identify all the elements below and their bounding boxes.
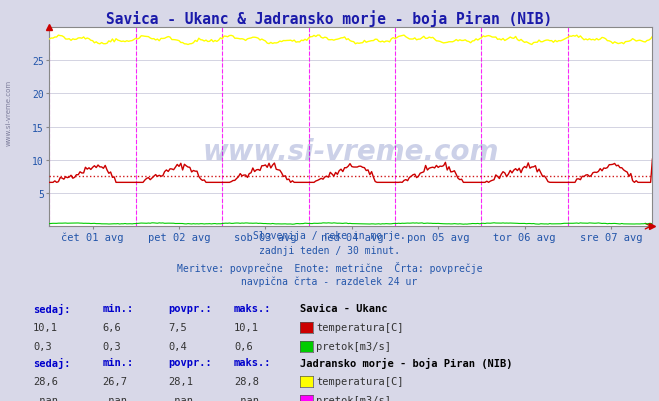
Text: maks.:: maks.: [234, 303, 272, 313]
Text: -nan: -nan [168, 395, 193, 401]
Text: 0,3: 0,3 [102, 341, 121, 351]
Text: zadnji teden / 30 minut.: zadnji teden / 30 minut. [259, 246, 400, 256]
Text: Jadransko morje - boja Piran (NIB): Jadransko morje - boja Piran (NIB) [300, 357, 512, 368]
Text: Meritve: povprečne  Enote: metrične  Črta: povprečje: Meritve: povprečne Enote: metrične Črta:… [177, 261, 482, 273]
Text: povpr.:: povpr.: [168, 357, 212, 367]
Text: min.:: min.: [102, 357, 133, 367]
Text: 10,1: 10,1 [234, 322, 259, 332]
Text: 0,3: 0,3 [33, 341, 51, 351]
Text: 7,5: 7,5 [168, 322, 186, 332]
Text: -nan: -nan [234, 395, 259, 401]
Text: maks.:: maks.: [234, 357, 272, 367]
Text: 26,7: 26,7 [102, 376, 127, 386]
Text: Savica - Ukanc: Savica - Ukanc [300, 303, 387, 313]
Text: -nan: -nan [102, 395, 127, 401]
Text: 28,6: 28,6 [33, 376, 58, 386]
Text: www.si-vreme.com: www.si-vreme.com [203, 137, 499, 165]
Text: www.si-vreme.com: www.si-vreme.com [5, 79, 11, 145]
Text: min.:: min.: [102, 303, 133, 313]
Text: Savica - Ukanc & Jadransko morje - boja Piran (NIB): Savica - Ukanc & Jadransko morje - boja … [106, 10, 553, 27]
Text: Slovenija / reke in morje.: Slovenija / reke in morje. [253, 231, 406, 241]
Text: sedaj:: sedaj: [33, 357, 71, 368]
Text: 6,6: 6,6 [102, 322, 121, 332]
Text: 28,8: 28,8 [234, 376, 259, 386]
Text: pretok[m3/s]: pretok[m3/s] [316, 395, 391, 401]
Text: povpr.:: povpr.: [168, 303, 212, 313]
Text: 10,1: 10,1 [33, 322, 58, 332]
Text: 28,1: 28,1 [168, 376, 193, 386]
Text: -nan: -nan [33, 395, 58, 401]
Text: temperatura[C]: temperatura[C] [316, 322, 404, 332]
Text: pretok[m3/s]: pretok[m3/s] [316, 341, 391, 351]
Text: 0,4: 0,4 [168, 341, 186, 351]
Text: 0,6: 0,6 [234, 341, 252, 351]
Text: sedaj:: sedaj: [33, 303, 71, 314]
Text: temperatura[C]: temperatura[C] [316, 376, 404, 386]
Text: navpična črta - razdelek 24 ur: navpična črta - razdelek 24 ur [241, 276, 418, 287]
